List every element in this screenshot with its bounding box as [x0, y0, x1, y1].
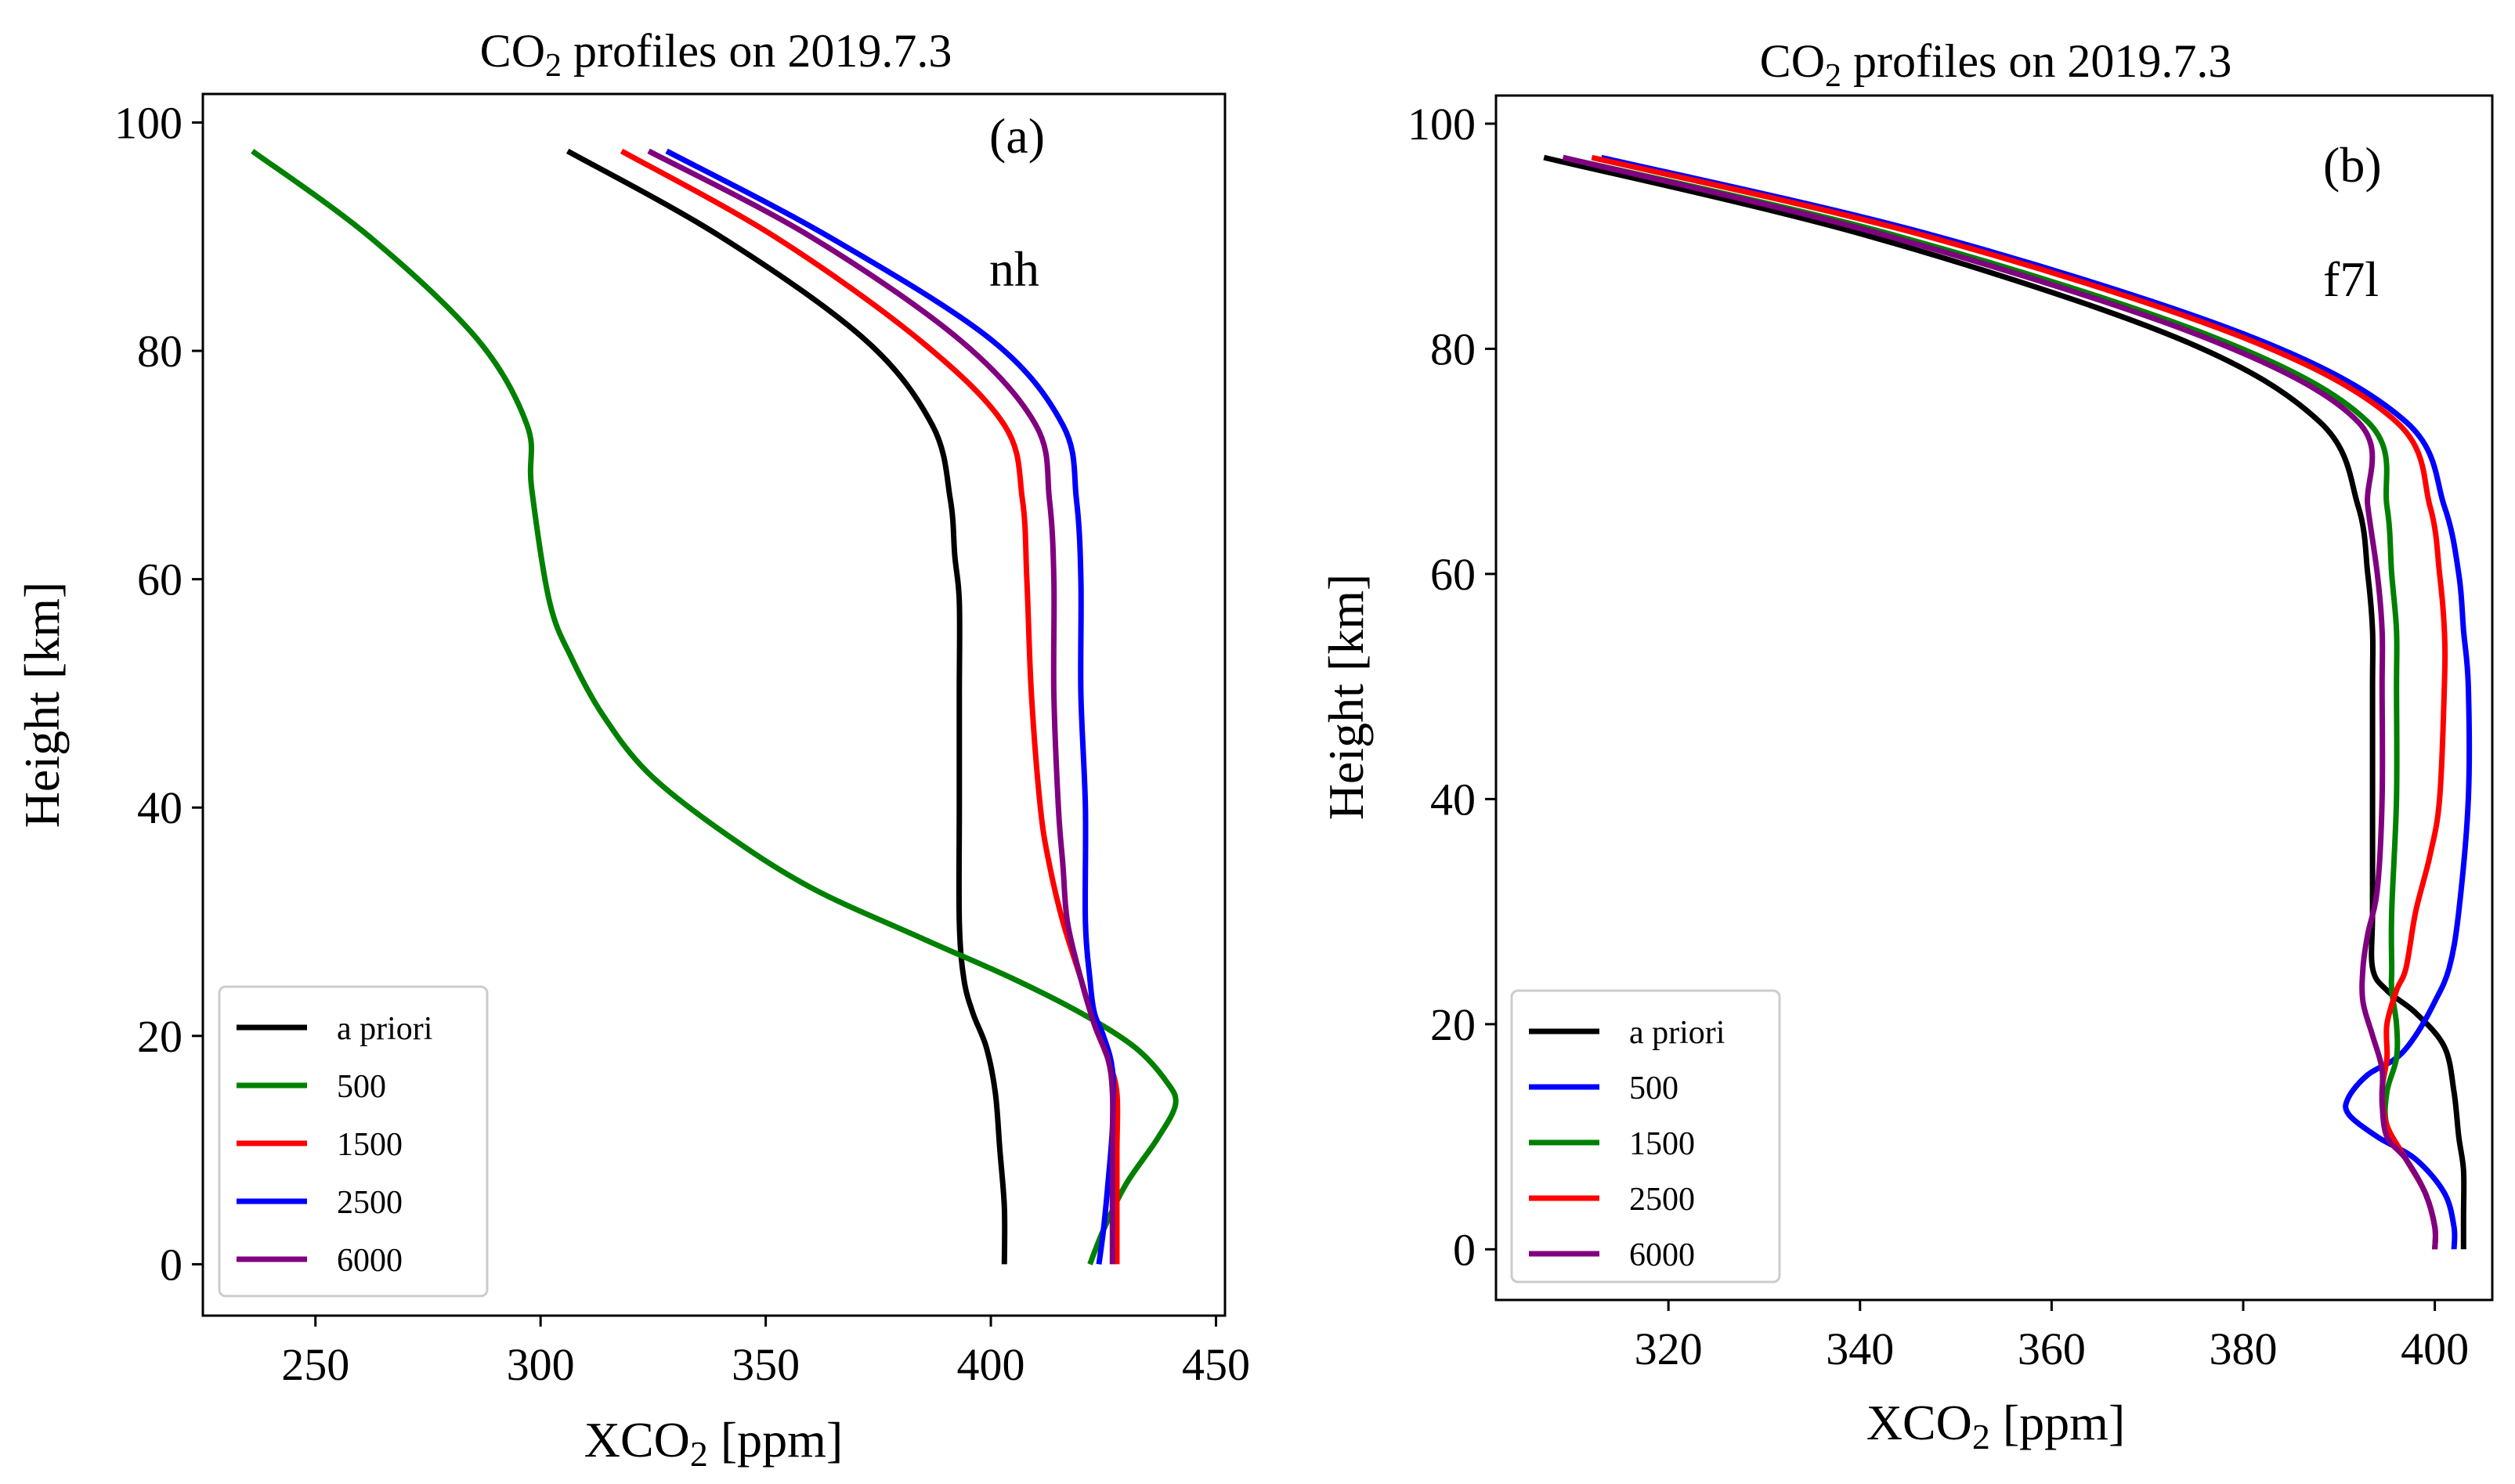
legend-label: a priori — [1629, 1015, 1725, 1051]
legend-label: 1500 — [1629, 1126, 1695, 1162]
panel-a-site-label: nh — [989, 241, 1039, 297]
x-tick-label: 350 — [732, 1339, 800, 1390]
x-tick-label: 300 — [507, 1339, 575, 1390]
legend-label: 500 — [1629, 1071, 1678, 1107]
y-tick-label: 60 — [137, 554, 182, 605]
legend-label: 6000 — [1629, 1237, 1695, 1273]
panel-a-y-ticks: 0 20 40 60 80 100 — [114, 97, 203, 1290]
x-tick-label: 400 — [2401, 1323, 2469, 1374]
panel-b-y-ticks: 0 20 40 60 80 100 — [1407, 99, 1496, 1275]
panel-a-label: (a) — [989, 108, 1045, 164]
panel-b-title: CO2 profiles on 2019.7.3 — [1760, 35, 2232, 94]
panel-b: CO2 profiles on 2019.7.3 0 20 40 60 80 100 32… — [1318, 35, 2494, 1457]
panel-a-frame — [201, 92, 1227, 1317]
panel-b-x-axis-label: XCO2 [ppm] — [1866, 1395, 2126, 1457]
x-tick-label: 320 — [1635, 1323, 1703, 1374]
series-line-6000 — [1562, 154, 2439, 1250]
panel-b-y-axis-label: Height [km] — [1318, 574, 1374, 821]
panel-a-x-ticks: 250 300 350 400 450 — [281, 1316, 1250, 1390]
panel-a-y-axis-label: Height [km] — [14, 582, 70, 829]
legend-label: 2500 — [337, 1185, 403, 1221]
x-tick-label: 450 — [1182, 1339, 1250, 1390]
series-line-500 — [251, 149, 1179, 1266]
y-tick-label: 0 — [1453, 1224, 1476, 1275]
legend-label: 6000 — [337, 1243, 403, 1279]
panel-a-title: CO2 profiles on 2019.7.3 — [480, 25, 952, 84]
y-tick-label: 100 — [1407, 99, 1476, 150]
panel-a-series — [251, 148, 1179, 1266]
legend-box — [1510, 989, 1781, 1284]
x-tick-label: 250 — [281, 1339, 349, 1390]
series-line-6000 — [647, 148, 1116, 1265]
panel-a: CO2 profiles on 2019.7.3 0 20 40 60 80 100 25… — [14, 25, 1250, 1474]
series-line-a-priori — [566, 148, 1008, 1265]
panel-b-legend: a priori 500 1500 2500 6000 — [1510, 989, 1781, 1284]
series-line-500 — [1600, 154, 2473, 1250]
panel-a-x-axis-label: XCO2 [ppm] — [584, 1412, 844, 1474]
legend-label: 2500 — [1629, 1182, 1695, 1218]
panel-a-legend: a priori 500 1500 2500 6000 — [218, 985, 489, 1298]
x-tick-label: 380 — [2210, 1323, 2278, 1374]
y-tick-label: 60 — [1430, 549, 1476, 600]
series-line-a-priori — [1543, 154, 2467, 1250]
y-tick-label: 20 — [137, 1011, 182, 1062]
y-tick-label: 80 — [1430, 323, 1476, 374]
panel-b-series — [1543, 154, 2473, 1250]
panel-b-label: (b) — [2323, 137, 2382, 193]
y-tick-label: 40 — [137, 782, 182, 833]
legend-label: 1500 — [337, 1127, 403, 1163]
x-tick-label: 340 — [1826, 1323, 1894, 1374]
y-tick-label: 0 — [160, 1239, 182, 1290]
x-tick-label: 400 — [957, 1339, 1025, 1390]
legend-label: a priori — [337, 1011, 432, 1047]
legend-box — [218, 985, 489, 1298]
y-tick-label: 40 — [1430, 774, 1476, 825]
panel-b-site-label: f7l — [2323, 251, 2379, 307]
legend-label: 500 — [337, 1069, 386, 1105]
y-tick-label: 100 — [114, 97, 182, 148]
panel-b-frame — [1494, 94, 2494, 1302]
x-tick-label: 360 — [2018, 1323, 2086, 1374]
panel-b-x-ticks: 320 340 360 380 400 — [1635, 1300, 2469, 1374]
y-tick-label: 20 — [1430, 999, 1476, 1050]
y-tick-label: 80 — [137, 326, 182, 377]
series-line-1500 — [620, 148, 1121, 1265]
